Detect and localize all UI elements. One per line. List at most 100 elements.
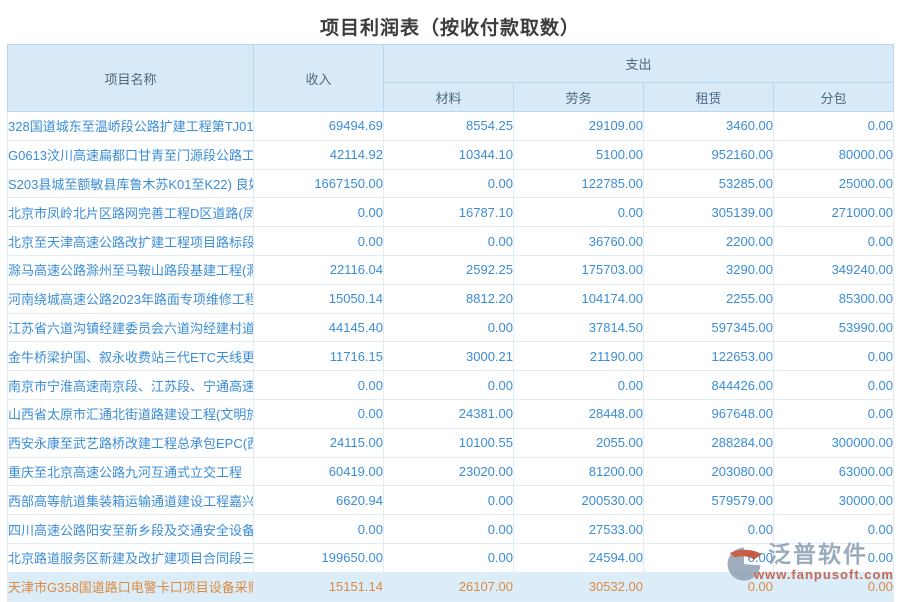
- cell-project-name: 西安永康至武艺路桥改建工程总承包EPC(西: [7, 427, 254, 458]
- cell-labor: 30532.00: [513, 571, 644, 602]
- cell-labor: 0.00: [513, 197, 644, 228]
- cell-income: 1667150.00: [253, 168, 384, 199]
- cell-subcontract: 300000.00: [772, 427, 895, 458]
- cell-rental: 53285.00: [643, 168, 774, 199]
- table-row[interactable]: 滁马高速公路滁州至马鞍山路段基建工程(滁 22116.04 2592.25 17570…: [7, 254, 895, 285]
- cell-labor: 37814.50: [513, 312, 644, 343]
- cell-rental: 203080.00: [643, 456, 774, 487]
- page-title: 项目利润表（按收付款取数）: [319, 18, 580, 39]
- table-row[interactable]: 北京路道服务区新建及改扩建项目合同段三 199650.00 0.00 24594.00…: [7, 542, 895, 573]
- table-row[interactable]: 重庆至北京高速公路九河互通式立交工程 60419.00 23020.00 81200.…: [7, 456, 895, 487]
- cell-income: 15151.14: [253, 571, 384, 602]
- cell-rental: 0.00: [643, 514, 774, 544]
- header-material: 材料: [383, 82, 514, 112]
- cell-material: 2592.25: [383, 254, 514, 285]
- cell-rental: 122653.00: [643, 341, 774, 372]
- cell-project-name: 南京市宁淮高速南京段、江苏段、宁通高速: [7, 370, 254, 400]
- cell-subcontract: 0.00: [772, 571, 895, 602]
- cell-income: 15050.14: [253, 283, 384, 314]
- cell-rental: 305139.00: [643, 197, 774, 228]
- cell-subcontract: 349240.00: [772, 254, 895, 285]
- cell-subcontract: 271000.00: [772, 197, 895, 228]
- cell-labor: 24594.00: [513, 542, 644, 573]
- cell-project-name: 西部高等航道集装箱运输通道建设工程嘉兴: [7, 485, 254, 516]
- cell-material: 8554.25: [383, 111, 514, 141]
- cell-rental: 288284.00: [643, 427, 774, 458]
- cell-labor: 5100.00: [513, 139, 644, 170]
- cell-material: 8812.20: [383, 283, 514, 314]
- table-row[interactable]: 西部高等航道集装箱运输通道建设工程嘉兴 6620.94 0.00 200530.00 5…: [7, 485, 895, 516]
- table-row[interactable]: 西安永康至武艺路桥改建工程总承包EPC(西 24115.00 10100.55 205…: [7, 427, 895, 458]
- table-body: 328国道城东至温峤段公路扩建工程第TJ01 69494.69 8554.25 291…: [7, 111, 895, 602]
- header-income: 收入: [253, 44, 384, 112]
- cell-project-name: 江苏省六道沟镇经建委员会六道沟经建村道: [7, 312, 254, 343]
- table-row[interactable]: 山西省太原市汇通北街道路建设工程(文明施 0.00 24381.00 28448.00…: [7, 398, 895, 429]
- table-row[interactable]: S203县城至额敏县库鲁木苏K01至K22) 良好 1667150.00 0.00 1…: [7, 168, 895, 199]
- cell-income: 69494.69: [253, 111, 384, 141]
- cell-income: 11716.15: [253, 341, 384, 372]
- cell-subcontract: 53990.00: [772, 312, 895, 343]
- cell-income: 60419.00: [253, 456, 384, 487]
- cell-rental: 597345.00: [643, 312, 774, 343]
- cell-material: 24381.00: [383, 398, 514, 429]
- cell-labor: 27533.00: [513, 514, 644, 544]
- header-expense-group: 支出: [382, 44, 895, 83]
- table-row[interactable]: 328国道城东至温峤段公路扩建工程第TJ01 69494.69 8554.25 291…: [7, 111, 895, 141]
- cell-labor: 29109.00: [513, 111, 644, 141]
- cell-project-name: 山西省太原市汇通北街道路建设工程(文明施: [7, 398, 254, 429]
- cell-subcontract: 0.00: [772, 226, 895, 256]
- table-row[interactable]: 北京至天津高速公路改扩建工程项目路标段 0.00 0.00 36760.00 2200.…: [7, 226, 895, 256]
- cell-income: 0.00: [253, 514, 384, 544]
- table-row[interactable]: 北京市凤岭北片区路网完善工程D区道路(凤岭 0.00 16787.10 0.00 305…: [7, 197, 895, 228]
- cell-rental: 3460.00: [643, 111, 774, 141]
- table-row[interactable]: 江苏省六道沟镇经建委员会六道沟经建村道 44145.40 0.00 37814.50 5…: [7, 312, 895, 343]
- cell-project-name: 北京至天津高速公路改扩建工程项目路标段: [7, 226, 254, 256]
- cell-material: 0.00: [383, 514, 514, 544]
- cell-project-name: 河南绕城高速公路2023年路面专项维修工程: [7, 283, 254, 314]
- cell-labor: 104174.00: [513, 283, 644, 314]
- table-row[interactable]: 天津市G358国道路口电警卡口项目设备采购 15151.14 26107.00 305…: [7, 571, 895, 602]
- cell-material: 0.00: [383, 168, 514, 199]
- cell-subcontract: 25000.00: [772, 168, 895, 199]
- header-rental: 租赁: [643, 82, 774, 112]
- cell-labor: 122785.00: [513, 168, 644, 199]
- cell-material: 16787.10: [383, 197, 514, 228]
- cell-material: 0.00: [383, 370, 514, 400]
- cell-income: 0.00: [253, 226, 384, 256]
- cell-rental: 844426.00: [643, 370, 774, 400]
- cell-material: 10100.55: [383, 427, 514, 458]
- table-header: 项目名称 收入 支出 材料 劳务 租赁 分包: [7, 44, 895, 112]
- cell-rental: 967648.00: [643, 398, 774, 429]
- table-row[interactable]: 四川高速公路阳安至新乡段及交通安全设备 0.00 0.00 27533.00 0.00 0…: [7, 514, 895, 544]
- cell-material: 0.00: [383, 485, 514, 516]
- cell-rental: 952160.00: [643, 139, 774, 170]
- cell-income: 6620.94: [253, 485, 384, 516]
- table-row[interactable]: 金牛桥梁护国、叙永收费站三代ETC天线更换 11716.15 3000.21 2119…: [7, 341, 895, 372]
- cell-material: 23020.00: [383, 456, 514, 487]
- table-row[interactable]: 南京市宁淮高速南京段、江苏段、宁通高速 0.00 0.00 0.00 844426.00…: [7, 370, 895, 400]
- cell-subcontract: 0.00: [772, 542, 895, 573]
- cell-project-name: 重庆至北京高速公路九河互通式立交工程: [7, 456, 254, 487]
- cell-project-name: 北京市凤岭北片区路网完善工程D区道路(凤岭: [7, 197, 254, 228]
- cell-project-name: 滁马高速公路滁州至马鞍山路段基建工程(滁: [7, 254, 254, 285]
- cell-income: 0.00: [253, 398, 384, 429]
- cell-labor: 175703.00: [513, 254, 644, 285]
- cell-subcontract: 0.00: [772, 370, 895, 400]
- cell-subcontract: 0.00: [772, 341, 895, 372]
- cell-income: 42114.92: [253, 139, 384, 170]
- header-labor: 劳务: [513, 82, 644, 112]
- cell-subcontract: 0.00: [772, 111, 895, 141]
- cell-project-name: 328国道城东至温峤段公路扩建工程第TJ01: [7, 111, 254, 141]
- cell-income: 199650.00: [253, 542, 384, 573]
- cell-material: 0.00: [383, 312, 514, 343]
- project-profit-table: 项目名称 收入 支出 材料 劳务 租赁 分包 328国道城东至温峤段公路扩建工程…: [7, 44, 895, 602]
- header-project-name: 项目名称: [7, 44, 254, 112]
- table-row[interactable]: 河南绕城高速公路2023年路面专项维修工程 15050.14 8812.20 1041…: [7, 283, 895, 314]
- cell-rental: 2255.00: [643, 283, 774, 314]
- cell-material: 0.00: [383, 226, 514, 256]
- table-row[interactable]: G0613汶川高速扁都口甘青至门源段公路工程 42114.92 10344.10 51…: [7, 139, 895, 170]
- cell-project-name: 金牛桥梁护国、叙永收费站三代ETC天线更换: [7, 341, 254, 372]
- cell-subcontract: 85300.00: [772, 283, 895, 314]
- cell-labor: 2055.00: [513, 427, 644, 458]
- cell-project-name: 北京路道服务区新建及改扩建项目合同段三: [7, 542, 254, 573]
